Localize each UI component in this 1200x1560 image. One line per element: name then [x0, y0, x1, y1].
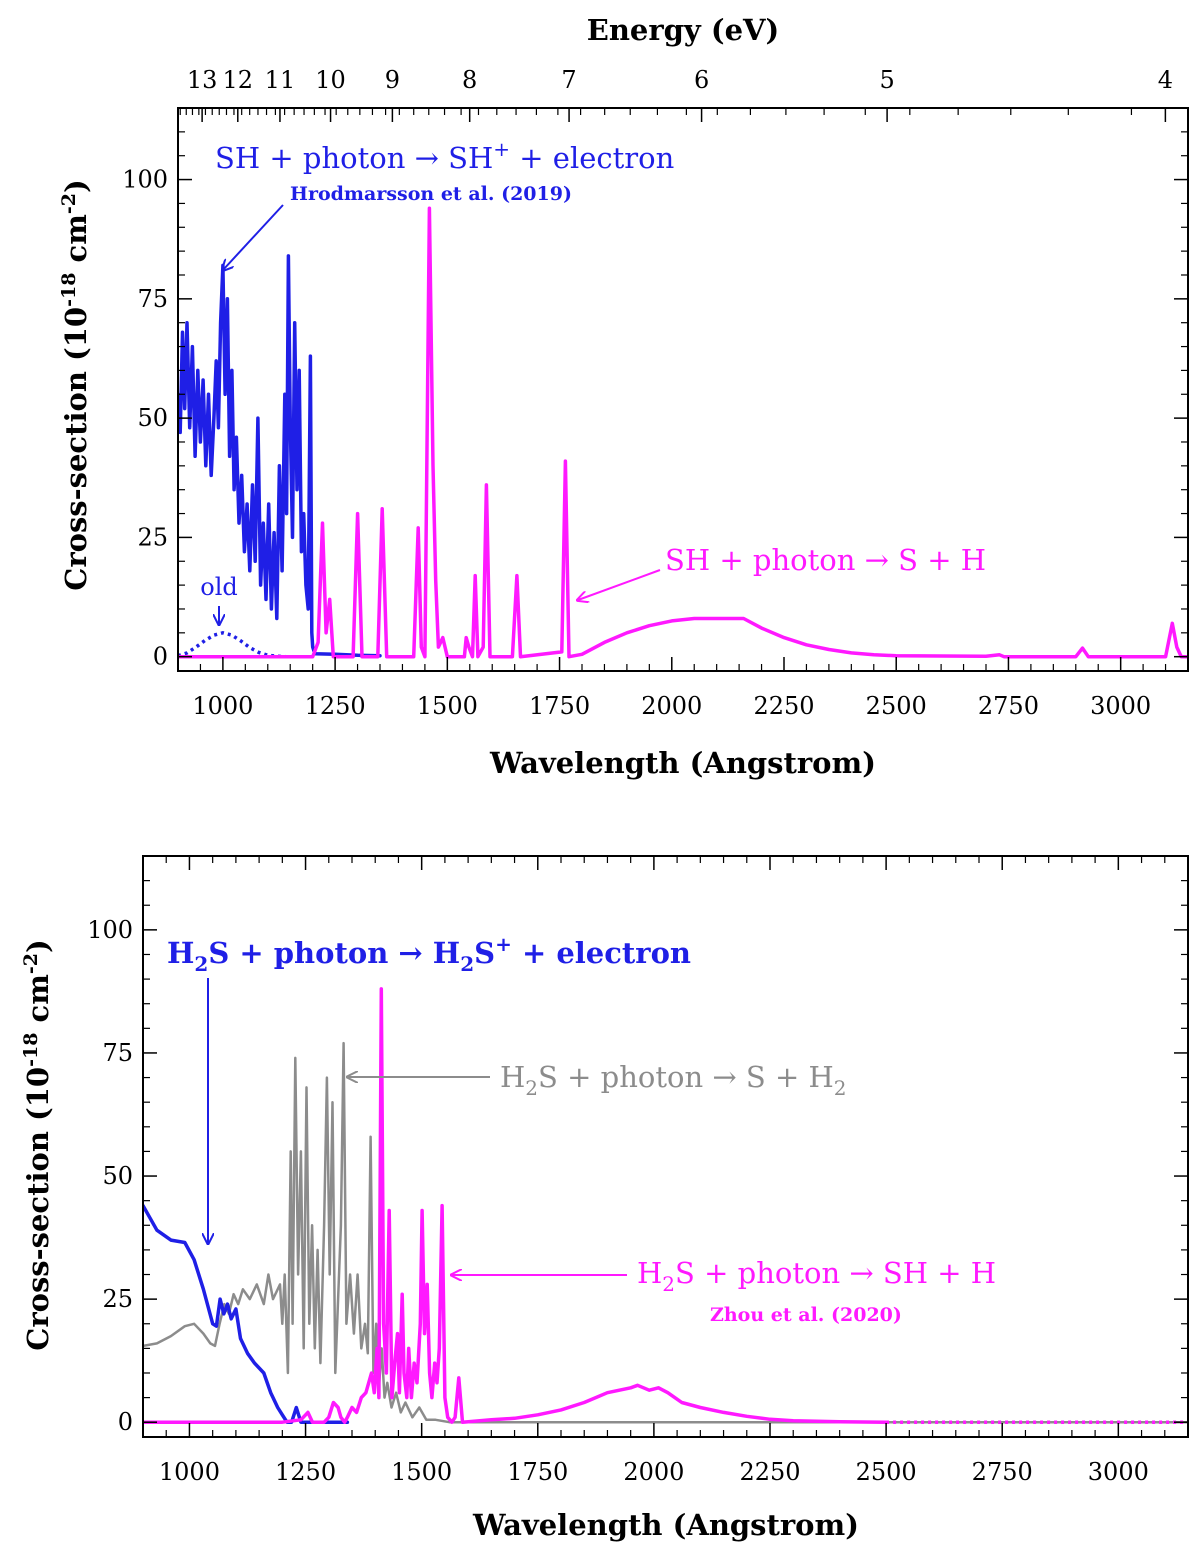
bottom-ticks: 1000 1250 1500 1750 2000 2250 2500 2750 3000 0 25 5…: [87, 856, 1189, 1486]
top-panel: 1000 1250 1500 1750 2000 2250 2500 2750 30000255…: [58, 13, 1189, 780]
bottom-x-tick-label: 2000: [623, 1458, 684, 1486]
bottom-y-tick-label: 75: [102, 1039, 133, 1067]
top-x-tick-label: 3000: [1090, 692, 1151, 720]
bottom-ionization-label: H2S + photon → H2S+ + electron: [167, 932, 691, 976]
top-energy-tick-label: 7: [561, 66, 576, 94]
bottom-sh-h-label: H2S + photon → SH + H: [637, 1256, 996, 1296]
bottom-s-h2-label: H2S + photon → S + H2: [500, 1060, 847, 1100]
top-y-tick-label: 25: [137, 523, 168, 551]
top-x-tick-label: 2000: [641, 692, 702, 720]
bottom-panel: 1000 1250 1500 1750 2000 2250 2500 2750 3000 0 25 5…: [20, 855, 1189, 1542]
bottom-y-tick-label: 0: [118, 1408, 133, 1436]
bottom-x-tick-label: 1750: [507, 1458, 568, 1486]
top-series-0-line: [178, 254, 382, 658]
bottom-plot-frame: [142, 855, 1189, 1438]
top-x-tick-label: 1750: [529, 692, 590, 720]
top-ionization-arrow: [223, 204, 284, 270]
top-plot-frame: [177, 107, 1189, 672]
top-y-tick-label: 100: [122, 166, 168, 194]
top-x-tick-label: 1000: [192, 692, 253, 720]
top-energy-tick-label: 9: [385, 66, 400, 94]
top-x-tick-label: 2250: [753, 692, 814, 720]
top-energy-tick-label: 8: [462, 66, 477, 94]
top-old-label: old: [200, 573, 238, 601]
top-y-tick-label: 50: [137, 404, 168, 432]
bottom-series-group: [143, 987, 1188, 1424]
top-y-tick-label: 0: [153, 643, 168, 671]
bottom-y-tick-label: 50: [102, 1162, 133, 1190]
top-x-tick-label: 1500: [417, 692, 478, 720]
bottom-x-tick-label: 3000: [1088, 1458, 1149, 1486]
top-ionization-reference: Hrodmarsson et al. (2019): [290, 183, 572, 205]
top-energy-axis-title: Energy (eV): [587, 13, 780, 47]
top-series-2-line: [178, 206, 1188, 659]
bottom-y-axis-title: Cross-section (10-18 cm-2): [20, 939, 55, 1350]
top-ionization-label: SH + photon → SH+ + electron: [215, 137, 674, 175]
top-energy-tick-label: 10: [315, 66, 346, 94]
bottom-x-tick-label: 1000: [159, 1458, 220, 1486]
top-x-tick-label: 1250: [305, 692, 366, 720]
top-energy-tick-label: 12: [223, 66, 254, 94]
bottom-y-tick-label: 25: [102, 1285, 133, 1313]
top-x-tick-label: 2500: [866, 692, 927, 720]
bottom-x-tick-label: 1500: [391, 1458, 452, 1486]
top-x-tick-label: 2750: [978, 692, 1039, 720]
top-dissociation-arrow: [578, 569, 661, 600]
top-energy-tick-label: 4: [1158, 66, 1173, 94]
top-energy-tick-label: 6: [694, 66, 709, 94]
top-energy-tick-label: 13: [187, 66, 218, 94]
top-series-group: [178, 206, 1188, 659]
bottom-series-0-line: [143, 1041, 1188, 1424]
bottom-y-tick-label: 100: [87, 916, 133, 944]
top-y-tick-label: 75: [137, 285, 168, 313]
top-energy-tick-label: 11: [265, 66, 296, 94]
top-series-1-line: [178, 631, 286, 659]
top-dissociation-label: SH + photon → S + H: [665, 543, 986, 577]
top-ticks: 1000 1250 1500 1750 2000 2250 2500 2750 30000255…: [122, 66, 1189, 720]
bottom-series-2-line: [143, 987, 888, 1424]
top-y-axis-title: Cross-section (10-18 cm-2): [58, 179, 93, 590]
top-energy-tick-label: 5: [879, 66, 894, 94]
bottom-x-tick-label: 1250: [275, 1458, 336, 1486]
top-x-axis-title: Wavelength (Angstrom): [489, 746, 876, 780]
bottom-x-tick-label: 2250: [739, 1458, 800, 1486]
bottom-x-axis-title: Wavelength (Angstrom): [472, 1508, 859, 1542]
bottom-sh-h-reference: Zhou et al. (2020): [710, 1304, 902, 1326]
bottom-x-tick-label: 2750: [972, 1458, 1033, 1486]
bottom-x-tick-label: 2500: [856, 1458, 917, 1486]
